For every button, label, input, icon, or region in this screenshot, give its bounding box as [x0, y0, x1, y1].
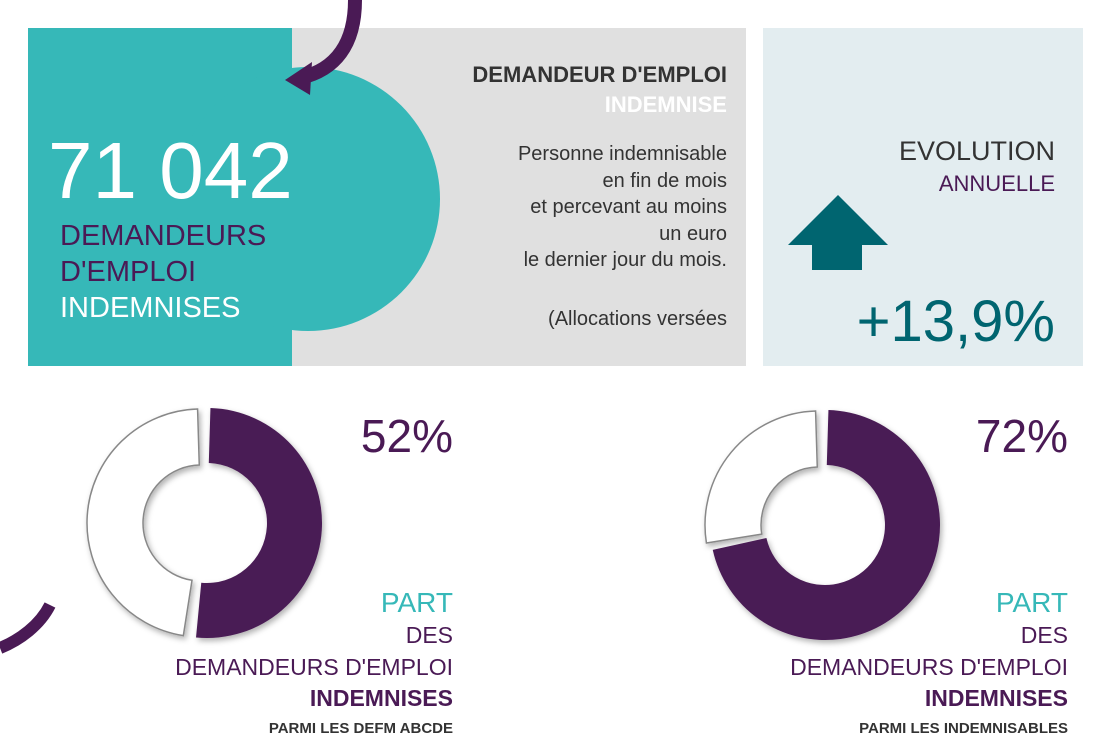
- donut-value-label: 52%: [361, 410, 453, 462]
- donut-caption: PARMI LES DEFM ABCDE: [269, 720, 453, 737]
- definition-subtitle: INDEMNISE: [605, 92, 727, 117]
- headline-text: DEMANDEURS: [60, 220, 266, 252]
- donut-caption: DES: [1021, 622, 1068, 648]
- evolution-panel: [763, 28, 1083, 366]
- donut-share: [712, 410, 940, 641]
- definition-line: en fin de mois: [602, 170, 727, 192]
- up-arrow: [788, 195, 888, 270]
- deco-arrowhead: [285, 62, 312, 95]
- donut-caption: DEMANDEURS D'EMPLOI: [175, 654, 453, 680]
- donut-share: [196, 408, 323, 639]
- donut-caption: INDEMNISES: [310, 685, 453, 711]
- definition-line: un euro: [659, 223, 727, 245]
- donut-caption: PART: [996, 587, 1068, 618]
- headline-text: D'EMPLOI: [60, 256, 196, 288]
- definition-line: Personne indemnisable: [518, 143, 727, 165]
- definition-line: et percevant au moins: [530, 196, 727, 218]
- definition-title: DEMANDEUR D'EMPLOI: [472, 62, 727, 87]
- deco-arrow: [0, 602, 56, 654]
- headline-number: 71 042: [48, 126, 293, 215]
- donut-caption: PARMI LES INDEMNISABLES: [859, 720, 1068, 737]
- definition-line: (Allocations versées: [548, 308, 727, 330]
- donuts: 52% PART DES DEMANDEURS D'EMPLOI INDEMNISES P…: [86, 408, 1068, 737]
- donut-caption: DES: [406, 622, 453, 648]
- evolution-label: EVOLUTION: [899, 136, 1055, 166]
- donut-value-label: 72%: [976, 410, 1068, 462]
- donut-rest: [86, 408, 201, 637]
- donut-caption: DEMANDEURS D'EMPLOI: [790, 654, 1068, 680]
- donut-caption: INDEMNISES: [925, 685, 1068, 711]
- donut-rest: [704, 410, 819, 544]
- headline-bulge: [176, 67, 440, 331]
- donut-caption: PART: [381, 587, 453, 618]
- evolution-label: ANNUELLE: [939, 171, 1055, 196]
- definition-line: le dernier jour du mois.: [524, 249, 727, 271]
- headline-text: INDEMNISES: [60, 292, 240, 324]
- evolution-value: +13,9%: [857, 289, 1055, 354]
